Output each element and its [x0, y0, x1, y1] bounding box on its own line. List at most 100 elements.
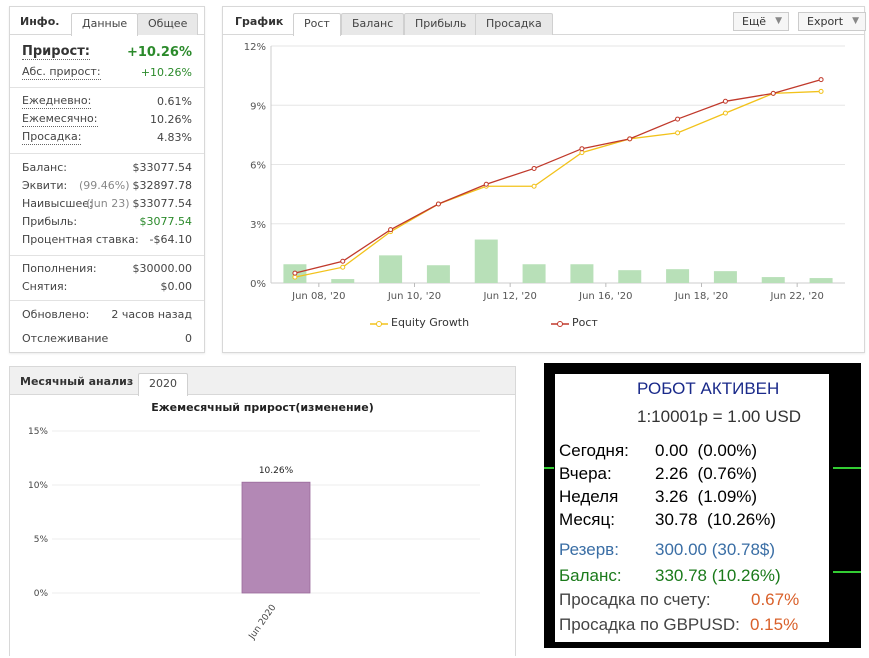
volume-bar — [379, 255, 403, 283]
data-point — [292, 270, 298, 276]
highest-row: Наивысшее: (Jun 23) $33077.54 — [22, 195, 192, 213]
monthly-label[interactable]: Ежемесячно: — [22, 112, 98, 127]
deposits-value: $30000.00 — [132, 262, 193, 275]
tab-data[interactable]: Данные — [71, 13, 139, 36]
data-point — [770, 90, 776, 96]
export-dropdown[interactable]: Export ▼ — [798, 12, 867, 31]
data-point — [531, 183, 537, 189]
tab-balance[interactable]: Баланс — [341, 13, 405, 35]
tab-drawdown[interactable]: Просадка — [475, 13, 553, 35]
drawdown-value: 4.83% — [157, 131, 192, 144]
info-tabbar: Инфо. Данные Общее — [10, 7, 204, 36]
month-label: Месяц: — [559, 510, 615, 529]
withdrawals-value: $0.00 — [160, 280, 193, 293]
reserve-label: Резерв: — [559, 540, 619, 559]
tab-profit[interactable]: Прибыль — [404, 13, 478, 35]
x-tick-label: Jun 16, '20 — [578, 291, 632, 302]
growth-label[interactable]: Прирост: — [22, 44, 90, 60]
monthly-chart-title: Ежемесячный прирост(изменение) — [151, 401, 374, 414]
divider — [10, 153, 204, 154]
x-tick-label: Jun 08, '20 — [291, 291, 345, 302]
monthly-panel: Месячный анализ 2020 Ежемесячный прирост… — [9, 366, 516, 656]
abs-growth-label[interactable]: Абс. прирост: — [22, 65, 101, 80]
legend-growth[interactable]: Рост — [572, 316, 598, 329]
x-tick-label: Jun 22, '20 — [769, 291, 823, 302]
growth-chart: 0% 3% 6% 9% 12% Jun 08, '20 Jun 10, '20 Jun 12,… — [244, 42, 845, 302]
week-label: Неделя — [559, 487, 619, 506]
data-point — [627, 136, 633, 142]
month-value: 30.78 (10.26%) — [655, 510, 776, 529]
drawdown-label[interactable]: Просадка: — [22, 130, 82, 145]
balance-value: $33077.54 — [132, 161, 193, 174]
data-point — [818, 77, 824, 83]
series-line — [294, 78, 822, 274]
y-tick-label: 15% — [28, 427, 48, 437]
y-tick-label: 10% — [28, 481, 48, 491]
chevron-down-icon: ▼ — [775, 16, 783, 26]
tab-growth[interactable]: Рост — [293, 13, 341, 36]
robot-balance-label: Баланс: — [559, 566, 622, 585]
updated-row: Обновлено: 2 часов назад — [22, 306, 192, 324]
data-point — [722, 110, 728, 116]
daily-label[interactable]: Ежедневно: — [22, 94, 92, 109]
y-tick-label: 0% — [250, 279, 266, 290]
balance-label: Баланс: — [22, 161, 68, 174]
chevron-down-icon: ▼ — [852, 16, 860, 26]
data-point — [579, 150, 585, 156]
more-dropdown[interactable]: Ещё ▼ — [733, 12, 790, 31]
tracking-row: Отслеживание 0 — [22, 330, 192, 348]
monthly-title: Месячный анализ — [20, 375, 134, 388]
x-tick-label: Jun 18, '20 — [674, 291, 728, 302]
y-tick-label: 12% — [244, 42, 266, 53]
robot-status: РОБОТ АКТИВЕН — [637, 379, 780, 398]
data-point — [483, 181, 489, 187]
highest-label: Наивысшее: — [22, 197, 93, 210]
yesterday-value: 2.26 (0.76%) — [655, 464, 758, 483]
graph-tabbar: График Рост Баланс Прибыль Просадка Ещё ▼… — [223, 7, 867, 36]
export-label: Export — [807, 15, 844, 28]
data-label: 10.26% — [259, 466, 294, 476]
y-tick-label: 0% — [34, 589, 49, 599]
reserve-value: 300.00 (30.78$) — [655, 540, 776, 559]
tab-year-2020[interactable]: 2020 — [138, 373, 188, 396]
interest-label: Процентная ставка: — [22, 233, 139, 246]
indicator-line — [833, 571, 861, 573]
robot-rate: 1:10001р = 1.00 USD — [637, 407, 801, 426]
updated-label: Обновлено: — [22, 308, 90, 321]
growth-value: +10.26% — [126, 45, 192, 60]
divider — [10, 87, 204, 88]
drawdown-row: Просадка: 4.83% — [22, 129, 192, 147]
y-tick-label: 9% — [250, 101, 266, 112]
volume-bar — [618, 270, 642, 283]
interest-value: -$64.10 — [149, 233, 192, 246]
data-point — [388, 227, 394, 233]
y-tick-label: 5% — [34, 535, 49, 545]
data-point — [340, 264, 346, 270]
data-point — [435, 201, 441, 207]
x-tick-label: Jun 10, '20 — [387, 291, 441, 302]
volume-bar — [761, 277, 785, 283]
profit-row: Прибыль: $3077.54 — [22, 213, 192, 231]
withdrawals-row: Снятия: $0.00 — [22, 278, 192, 296]
y-tick-label: 6% — [250, 161, 266, 172]
yesterday-label: Вчера: — [559, 464, 612, 483]
legend-equity-growth[interactable]: Equity Growth — [391, 316, 470, 329]
monthly-bar — [241, 481, 311, 594]
data-point — [579, 146, 585, 152]
data-point — [292, 274, 298, 280]
tab-general[interactable]: Общее — [137, 13, 199, 35]
week-value: 3.26 (1.09%) — [655, 487, 758, 506]
volume-bar — [713, 271, 737, 283]
more-label: Ещё — [742, 15, 767, 28]
volume-bar — [331, 279, 355, 283]
profit-label: Прибыль: — [22, 215, 78, 228]
profit-value: $3077.54 — [139, 215, 193, 228]
abs-growth-row: Абс. прирост: +10.26% — [22, 64, 192, 82]
y-tick-label: 3% — [250, 220, 266, 231]
divider — [10, 255, 204, 256]
highest-value-group: (Jun 23) $33077.54 — [86, 195, 192, 213]
tracking-value: 0 — [185, 332, 192, 345]
indicator-line — [544, 467, 554, 469]
series-line — [294, 90, 822, 278]
legend-equity-swatch — [370, 321, 388, 327]
